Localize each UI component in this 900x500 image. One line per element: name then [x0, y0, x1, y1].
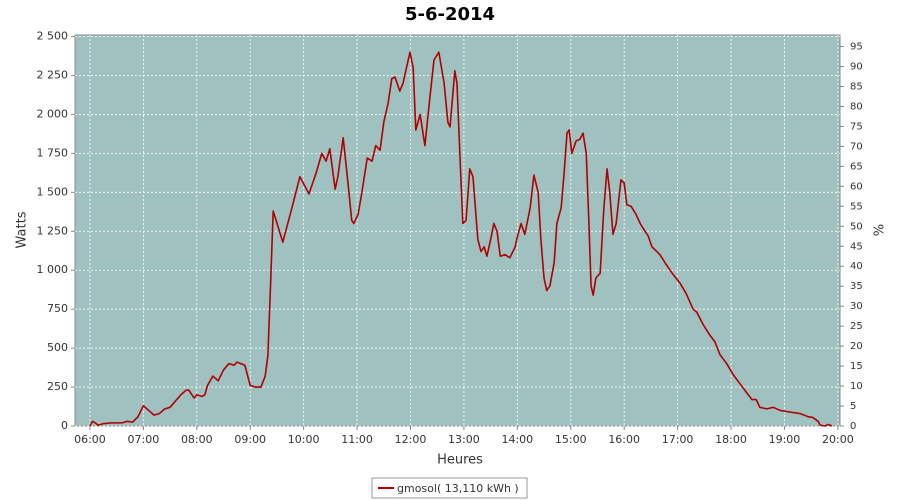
y2-tick-label: 60 — [850, 181, 863, 192]
y-tick-label: 0 — [61, 419, 68, 432]
y2-tick-label: 70 — [850, 141, 863, 152]
x-axis-label: Heures — [437, 453, 483, 468]
x-tick-label: 17:00 — [662, 433, 694, 446]
marks — [89, 51, 833, 427]
chart-title: 5-6-2014 — [405, 4, 495, 25]
y2-tick-label: 65 — [850, 161, 863, 172]
y2-tick-label: 85 — [850, 82, 863, 93]
x-tick-label: 07:00 — [128, 433, 160, 446]
y2-tick-label: 15 — [850, 361, 863, 372]
y-axis-label: Watts — [15, 211, 30, 248]
y-tick-label: 2 250 — [37, 69, 69, 82]
y-tick-label: 750 — [47, 302, 68, 315]
y2-tick-label: 5 — [850, 401, 856, 412]
x-tick-label: 10:00 — [288, 433, 320, 446]
y-tick-label: 1 750 — [37, 146, 69, 159]
series-line — [89, 51, 833, 427]
y2-tick-label: 10 — [850, 381, 863, 392]
y2-tick-label: 90 — [850, 62, 863, 73]
y-tick-label: 1 250 — [37, 224, 69, 237]
y2-tick-label: 30 — [850, 301, 863, 312]
legend-label: gmosol( 13,110 kWh ) — [397, 482, 519, 495]
y-tick-label: 2 500 — [37, 30, 69, 43]
x-tick-label: 13:00 — [448, 433, 480, 446]
y-tick-label: 250 — [47, 380, 68, 393]
y2-tick-label: 95 — [850, 42, 863, 53]
x-tick-label: 14:00 — [501, 433, 533, 446]
y-tick-label: 1 000 — [37, 263, 69, 276]
y-tick-label: 1 500 — [37, 185, 69, 198]
y2-axis-label: % — [873, 224, 888, 236]
x-tick-label: 09:00 — [234, 433, 266, 446]
y2-tick-label: 45 — [850, 241, 863, 252]
x-tick-label: 08:00 — [181, 433, 213, 446]
x-tick-label: 11:00 — [341, 433, 373, 446]
y2-tick-label: 50 — [850, 221, 863, 232]
x-tick-label: 06:00 — [74, 433, 106, 446]
y2-tick-label: 80 — [850, 101, 863, 112]
y-tick-label: 2 000 — [37, 107, 69, 120]
x-tick-label: 18:00 — [715, 433, 747, 446]
x-tick-label: 16:00 — [608, 433, 640, 446]
x-tick-label: 12:00 — [395, 433, 427, 446]
grid — [75, 35, 840, 427]
y2-tick-label: 0 — [850, 421, 856, 432]
y2-tick-label: 40 — [850, 261, 863, 272]
y-tick-label: 500 — [47, 341, 68, 354]
y2-tick-label: 55 — [850, 201, 863, 212]
y2-tick-label: 35 — [850, 281, 863, 292]
y2-tick-label: 25 — [850, 321, 863, 332]
y2-tick-label: 75 — [850, 121, 863, 132]
x-tick-label: 19:00 — [769, 433, 801, 446]
y2-tick-label: 20 — [850, 341, 863, 352]
x-tick-label: 20:00 — [822, 433, 854, 446]
x-tick-label: 15:00 — [555, 433, 587, 446]
legend — [371, 477, 528, 499]
